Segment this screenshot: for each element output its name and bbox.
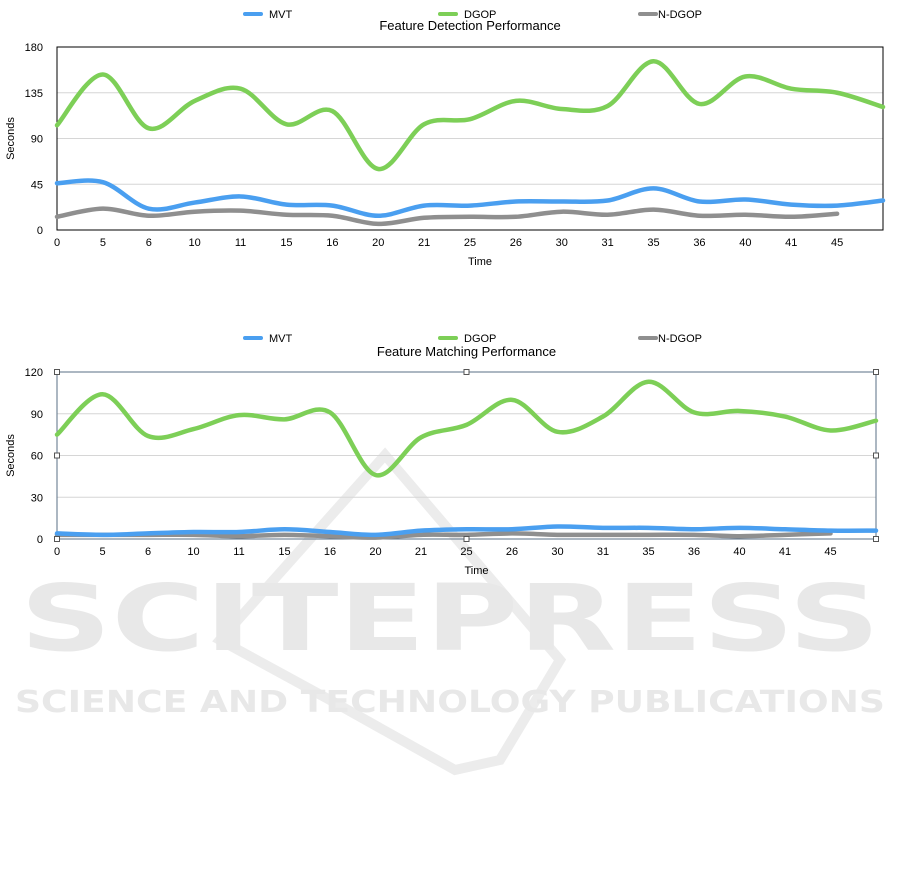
x-axis-label: Time — [464, 565, 488, 577]
resize-handle[interactable] — [54, 452, 60, 459]
x-tick-label: 30 — [551, 546, 563, 558]
legend-label: N-DGOP — [658, 333, 702, 345]
chart-title: Feature Matching Performance — [377, 344, 556, 359]
x-tick-label: 6 — [145, 546, 151, 558]
x-tick-label: 40 — [733, 546, 745, 558]
x-tick-label: 0 — [54, 546, 60, 558]
x-tick-label: 25 — [460, 546, 472, 558]
y-axis-label: Seconds — [5, 434, 17, 477]
resize-handle[interactable] — [463, 536, 470, 542]
watermark-sub: SCIENCE AND TECHNOLOGY PUBLICATIONS — [15, 685, 885, 720]
legend-item-n-dgop: N-DGOP — [638, 9, 702, 21]
x-tick-label: 5 — [100, 237, 106, 249]
x-axis-label: Time — [468, 256, 492, 268]
x-tick-label: 45 — [824, 546, 836, 558]
watermark: SCITEPRESS SCIENCE AND TECHNOLOGY PUBLIC… — [15, 447, 885, 776]
x-tick-label: 0 — [54, 237, 60, 249]
x-tick-label: 10 — [189, 237, 201, 249]
x-tick-label: 26 — [510, 237, 522, 249]
chart-title: Feature Detection Performance — [379, 18, 560, 33]
x-tick-label: 5 — [99, 546, 105, 558]
legend-item-mvt: MVT — [243, 333, 293, 345]
legend-label: MVT — [269, 9, 293, 21]
y-tick-label: 120 — [25, 367, 43, 379]
x-tick-label: 31 — [602, 237, 614, 249]
plot-area — [56, 46, 884, 231]
legend-label: MVT — [269, 333, 293, 345]
y-tick-label: 45 — [31, 179, 43, 191]
legend-label: DGOP — [464, 333, 496, 345]
y-tick-label: 0 — [37, 534, 43, 546]
chart-1: MVT DGOP N-DGOP Feature Detection Performan… — [5, 9, 886, 268]
x-tick-label: 30 — [556, 237, 568, 249]
resize-handle[interactable] — [873, 536, 879, 542]
legend-item-dgop: DGOP — [438, 333, 496, 345]
series-line-mvt — [54, 178, 886, 219]
y-tick-label: 30 — [31, 492, 43, 504]
x-tick-label: 16 — [324, 546, 336, 558]
chart-2: MVT DGOP N-DGOP Feature Matching Performanc… — [5, 333, 879, 577]
resize-handle[interactable] — [54, 369, 60, 375]
legend-label: N-DGOP — [658, 9, 702, 21]
x-tick-label: 31 — [597, 546, 609, 558]
y-tick-label: 90 — [31, 409, 43, 421]
x-tick-label: 35 — [642, 546, 654, 558]
series-line-mvt — [54, 524, 879, 538]
x-tick-label: 20 — [372, 237, 384, 249]
x-tick-label: 41 — [785, 237, 797, 249]
y-tick-label: 135 — [25, 88, 43, 100]
legend-item-dgop: DGOP — [438, 9, 496, 21]
x-tick-label: 20 — [369, 546, 381, 558]
legend-item-mvt: MVT — [243, 9, 293, 21]
resize-handle[interactable] — [873, 452, 879, 459]
x-tick-label: 40 — [739, 237, 751, 249]
x-tick-label: 26 — [506, 546, 518, 558]
y-tick-label: 0 — [37, 225, 43, 237]
resize-handle[interactable] — [873, 369, 879, 375]
y-tick-label: 60 — [31, 451, 43, 463]
series-line-dgop — [54, 58, 886, 172]
x-tick-label: 21 — [415, 546, 427, 558]
resize-handle[interactable] — [463, 369, 470, 375]
series-line-n-dgop — [54, 531, 833, 540]
resize-handle[interactable] — [54, 536, 60, 542]
x-tick-label: 6 — [146, 237, 152, 249]
legend-label: DGOP — [464, 9, 496, 21]
x-tick-label: 11 — [235, 237, 246, 249]
legend-item-n-dgop: N-DGOP — [638, 333, 702, 345]
x-tick-label: 45 — [831, 237, 843, 249]
x-tick-label: 15 — [278, 546, 290, 558]
x-tick-label: 10 — [187, 546, 199, 558]
x-tick-label: 36 — [693, 237, 705, 249]
y-tick-label: 180 — [25, 42, 43, 54]
series-line-n-dgop — [54, 206, 840, 227]
x-tick-label: 35 — [647, 237, 659, 249]
x-tick-label: 21 — [418, 237, 430, 249]
y-tick-label: 90 — [31, 134, 43, 146]
watermark-main: SCITEPRESS — [20, 565, 880, 672]
x-tick-label: 11 — [233, 546, 244, 558]
x-tick-label: 41 — [779, 546, 791, 558]
y-axis-label: Seconds — [5, 117, 17, 160]
x-tick-label: 16 — [326, 237, 338, 249]
x-tick-label: 36 — [688, 546, 700, 558]
series-line-dgop — [54, 379, 879, 478]
x-tick-label: 25 — [464, 237, 476, 249]
x-tick-label: 15 — [280, 237, 292, 249]
